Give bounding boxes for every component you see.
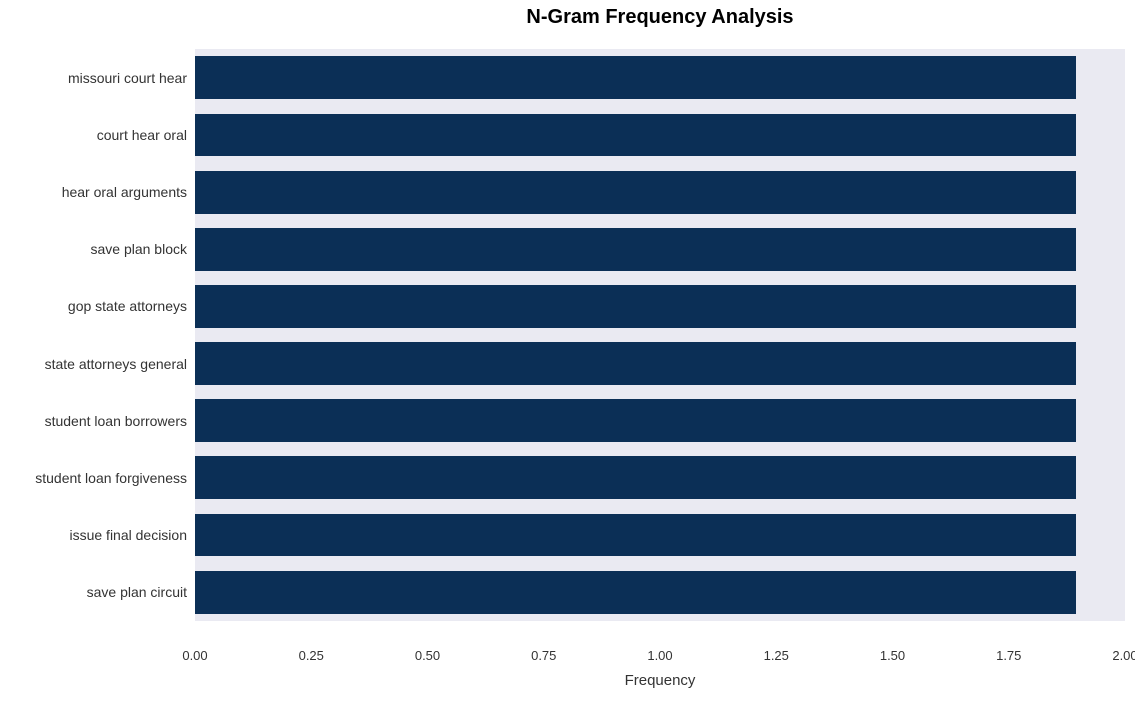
- y-tick-label: state attorneys general: [45, 357, 187, 371]
- y-tick-label: issue final decision: [69, 528, 187, 542]
- chart-container: N-Gram Frequency Analysis Frequency miss…: [0, 0, 1135, 701]
- bar: [195, 514, 1076, 557]
- bar: [195, 114, 1076, 157]
- x-tick-label: 0.50: [415, 648, 440, 663]
- y-tick-label: save plan block: [90, 242, 187, 256]
- bar: [195, 456, 1076, 499]
- y-tick-label: missouri court hear: [68, 71, 187, 85]
- y-tick-label: save plan circuit: [87, 585, 187, 599]
- x-tick-label: 0.00: [182, 648, 207, 663]
- x-axis-label: Frequency: [195, 672, 1125, 689]
- chart-title: N-Gram Frequency Analysis: [195, 6, 1125, 29]
- y-tick-label: student loan forgiveness: [35, 471, 187, 485]
- plot-area: [195, 35, 1125, 635]
- y-tick-label: court hear oral: [97, 128, 187, 142]
- y-tick-label: hear oral arguments: [62, 185, 187, 199]
- bar: [195, 228, 1076, 271]
- y-tick-label: gop state attorneys: [68, 299, 187, 313]
- bar: [195, 171, 1076, 214]
- x-tick-label: 2.00: [1112, 648, 1135, 663]
- x-tick-label: 1.75: [996, 648, 1021, 663]
- y-tick-label: student loan borrowers: [45, 414, 187, 428]
- bar: [195, 285, 1076, 328]
- bar: [195, 342, 1076, 385]
- x-tick-label: 0.25: [299, 648, 324, 663]
- bar: [195, 571, 1076, 614]
- x-tick-label: 0.75: [531, 648, 556, 663]
- x-tick-label: 1.50: [880, 648, 905, 663]
- x-tick-label: 1.25: [764, 648, 789, 663]
- bar: [195, 399, 1076, 442]
- x-tick-label: 1.00: [647, 648, 672, 663]
- bar: [195, 56, 1076, 99]
